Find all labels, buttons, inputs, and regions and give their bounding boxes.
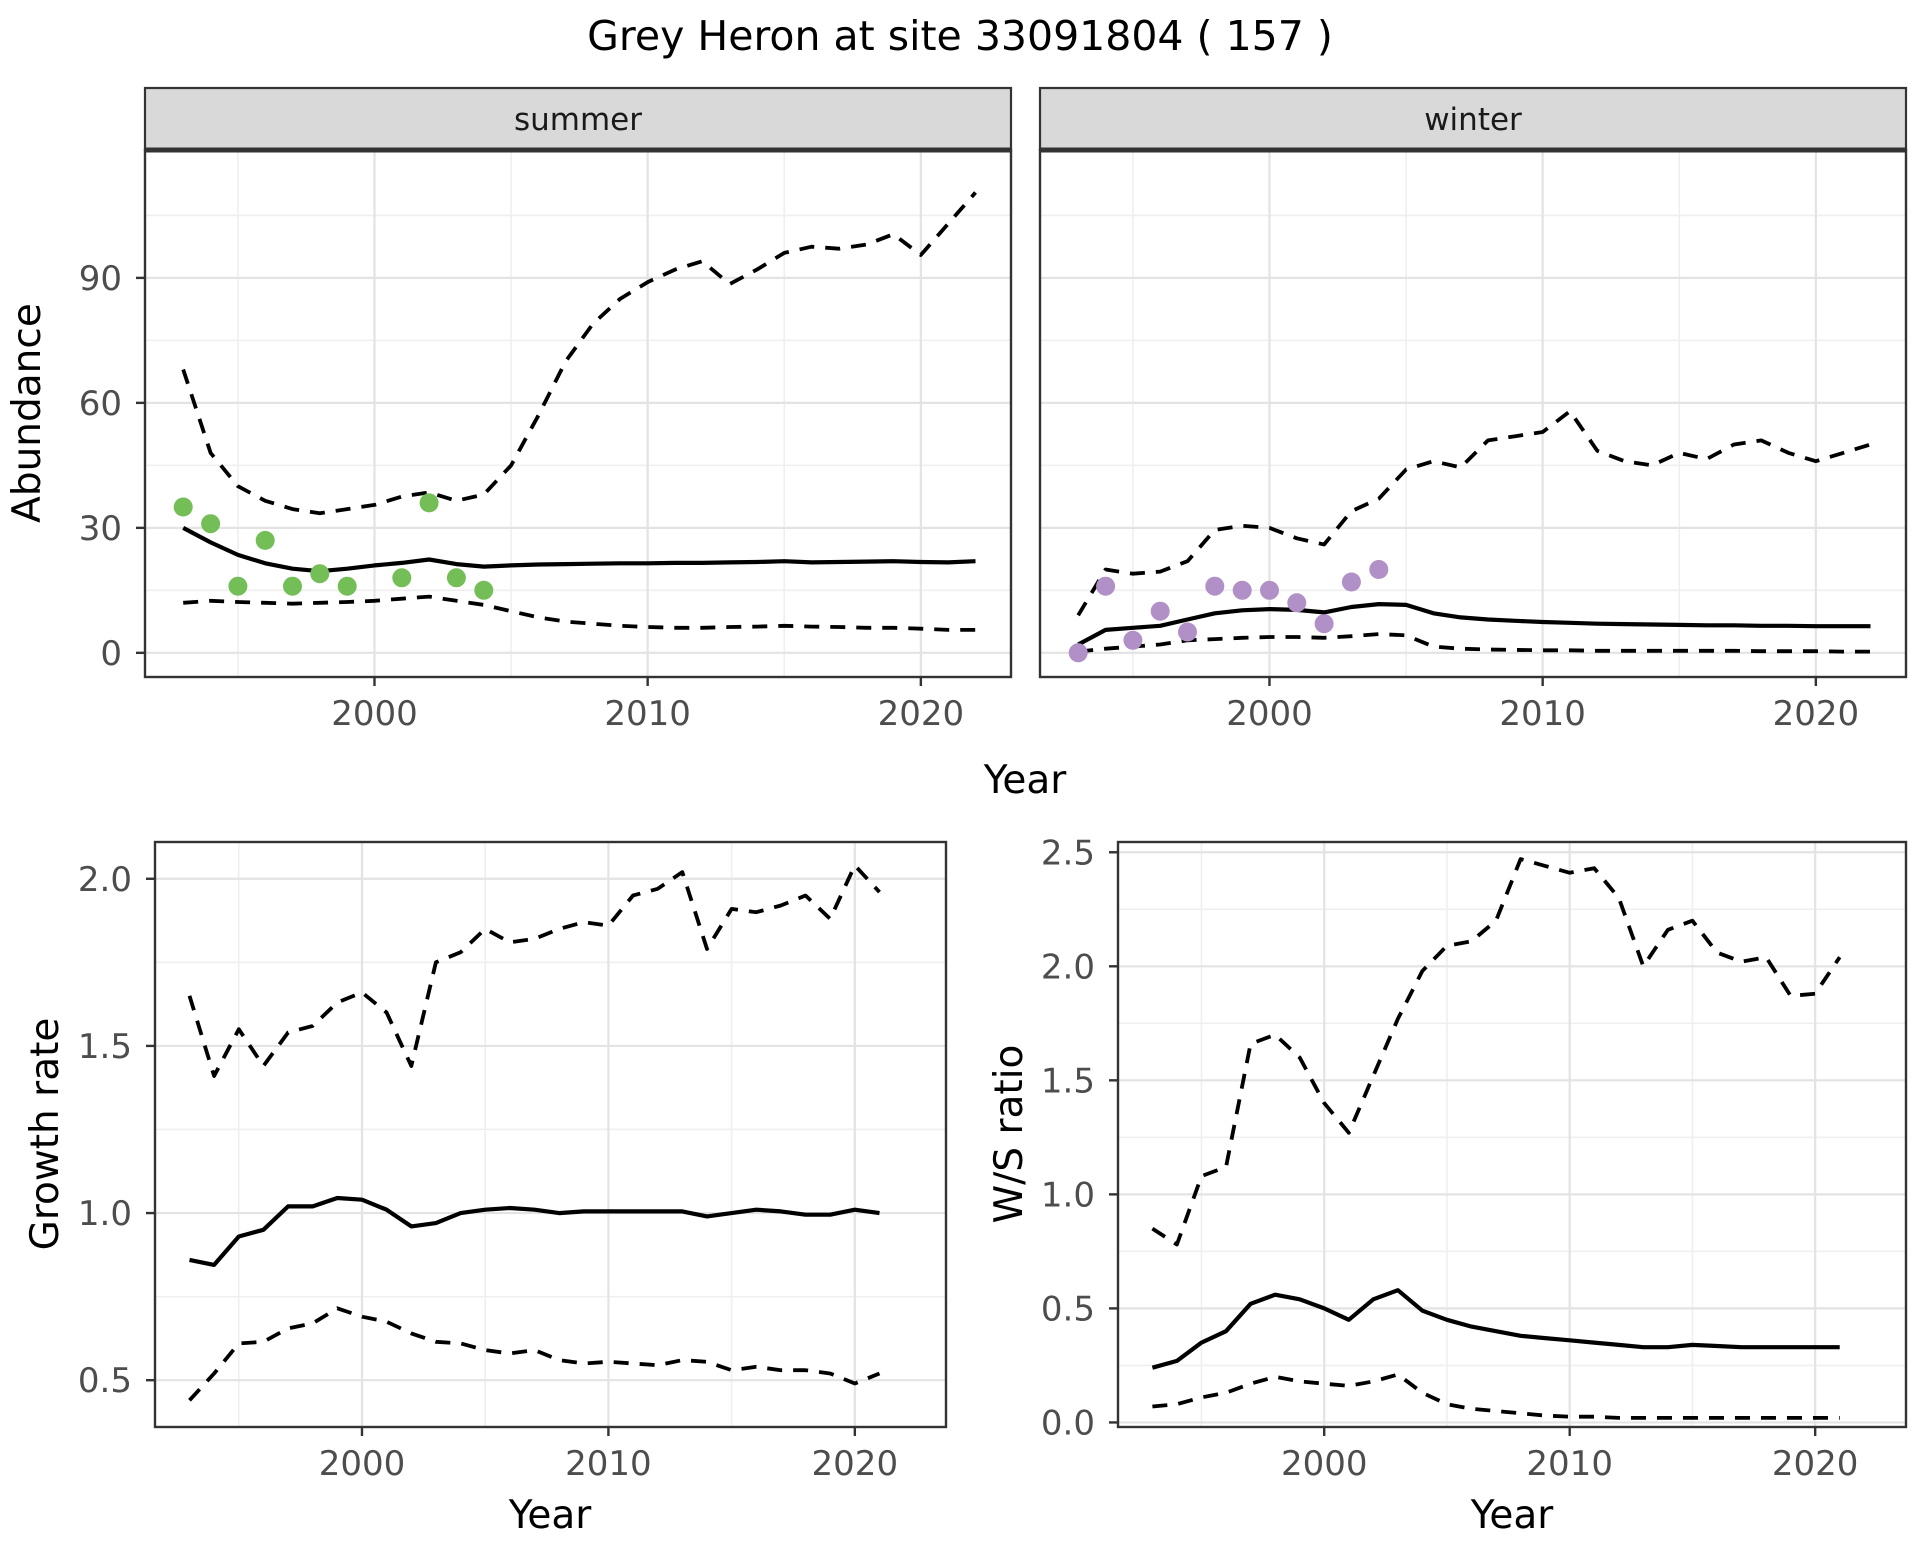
observation-point	[1068, 643, 1088, 663]
observation-point	[1205, 576, 1225, 596]
observation-point	[283, 576, 302, 596]
y-tick-label: 1.5	[1041, 1061, 1095, 1101]
panel-background	[155, 842, 946, 1427]
observation-point	[1150, 601, 1170, 621]
y-tick-label: 2.0	[78, 860, 132, 900]
x-tick-label: 2020	[1772, 1444, 1859, 1484]
observation-point	[392, 568, 412, 588]
abundance-winter-lower-ci-dashed	[1077, 632, 1871, 654]
y-axis-title-abundance: Abundance	[5, 303, 50, 523]
y-tick-label: 1.5	[78, 1027, 132, 1067]
observation-point	[201, 514, 221, 534]
panel-ws-ratio: 2000 2010 2020 0.0 0.5 1.0 1.5 2.0 2.5	[1041, 833, 1908, 1484]
observation-point	[1260, 580, 1279, 600]
observation-point	[1369, 560, 1389, 579]
observation-point	[1096, 576, 1116, 596]
abundance-winter-median-solid	[1077, 601, 1871, 647]
ws-ratio-median-solid	[1151, 1288, 1840, 1370]
ws-ratio-upper-ci-dashed	[1151, 857, 1842, 1247]
observation-point	[228, 576, 248, 596]
x-tick-label: 2010	[565, 1444, 652, 1484]
panel-background	[1040, 150, 1906, 677]
x-tick-label: 2000	[319, 1444, 406, 1484]
y-tick-label: 0.5	[1041, 1289, 1095, 1329]
ws-ratio-lower-ci-dashed	[1152, 1372, 1840, 1420]
panel-border	[1116, 840, 1908, 1429]
facet-label-winter: winter	[1424, 102, 1522, 138]
y-tick-label: 1.0	[1041, 1175, 1095, 1215]
y-tick-label: 1.0	[78, 1194, 132, 1234]
labels-layer: Grey Heron at site 33091804 ( 157 ) summ…	[5, 12, 1908, 1538]
observation-point	[310, 564, 330, 584]
y-axis-title-growth-rate: Growth rate	[23, 1018, 68, 1251]
x-axis-title-year-top: Year	[983, 758, 1068, 803]
y-tick-label: 0.0	[1041, 1403, 1095, 1443]
x-tick-label: 2000	[1281, 1444, 1368, 1484]
facet-label-summer: summer	[514, 102, 642, 138]
abundance-summer-upper-ci-dashed	[181, 191, 977, 516]
y-axis-title-ws-ratio: W/S ratio	[987, 1045, 1032, 1224]
observation-point	[474, 580, 494, 600]
x-tick-label: 2020	[812, 1444, 899, 1484]
observation-point	[1178, 622, 1197, 642]
abundance-winter-upper-ci-dashed	[1076, 409, 1872, 617]
abundance-summer-lower-ci-dashed	[183, 594, 976, 632]
abundance-winter-observed-counts	[1068, 560, 1389, 663]
observation-point	[419, 493, 439, 513]
observation-point	[337, 576, 357, 596]
growth-rate-lower-ci-dashed	[188, 1306, 881, 1402]
x-tick-label: 2010	[1526, 1444, 1613, 1484]
x-tick-label: 2000	[331, 694, 418, 734]
x-axis-title-year-ws: Year	[1470, 1493, 1555, 1538]
observation-point	[1287, 593, 1307, 613]
y-tick-label: 2.0	[1041, 947, 1095, 987]
observation-point	[173, 497, 193, 517]
panel-background	[145, 150, 1011, 677]
observation-point	[446, 568, 466, 588]
panel-growth-rate: 2000 2010 2020 0.5 1.0 1.5 2.0	[78, 840, 948, 1484]
panel-border	[153, 840, 948, 1429]
panel-abundance-summer: 2000 2010 2020 0 30 60 90	[79, 148, 1013, 734]
y-tick-label: 0.5	[78, 1361, 132, 1401]
facet-strip-winter	[1038, 86, 1908, 152]
x-tick-label: 2020	[878, 694, 965, 734]
abundance-summer-observed-counts	[173, 493, 494, 600]
observation-point	[1123, 630, 1143, 650]
observation-point	[1341, 572, 1361, 592]
x-tick-label: 2000	[1226, 694, 1313, 734]
observation-point	[1232, 580, 1252, 600]
y-tick-label: 30	[79, 509, 122, 549]
y-tick-label: 2.5	[1041, 833, 1095, 873]
observation-point	[255, 530, 275, 550]
growth-rate-median-solid	[189, 1195, 880, 1268]
observation-point	[1314, 614, 1334, 634]
x-axis-title-year-growth: Year	[508, 1493, 593, 1538]
x-tick-label: 2010	[604, 694, 691, 734]
chart-title: Grey Heron at site 33091804 ( 157 )	[587, 12, 1333, 60]
x-tick-label: 2010	[1499, 694, 1586, 734]
growth-rate-upper-ci-dashed	[187, 863, 881, 1078]
x-tick-label: 2020	[1773, 694, 1860, 734]
y-tick-label: 0	[100, 634, 122, 674]
y-tick-label: 90	[79, 259, 122, 299]
panel-background	[1118, 842, 1906, 1427]
panel-abundance-winter: 2000 2010 2020	[1038, 148, 1908, 734]
y-tick-label: 60	[79, 384, 122, 424]
